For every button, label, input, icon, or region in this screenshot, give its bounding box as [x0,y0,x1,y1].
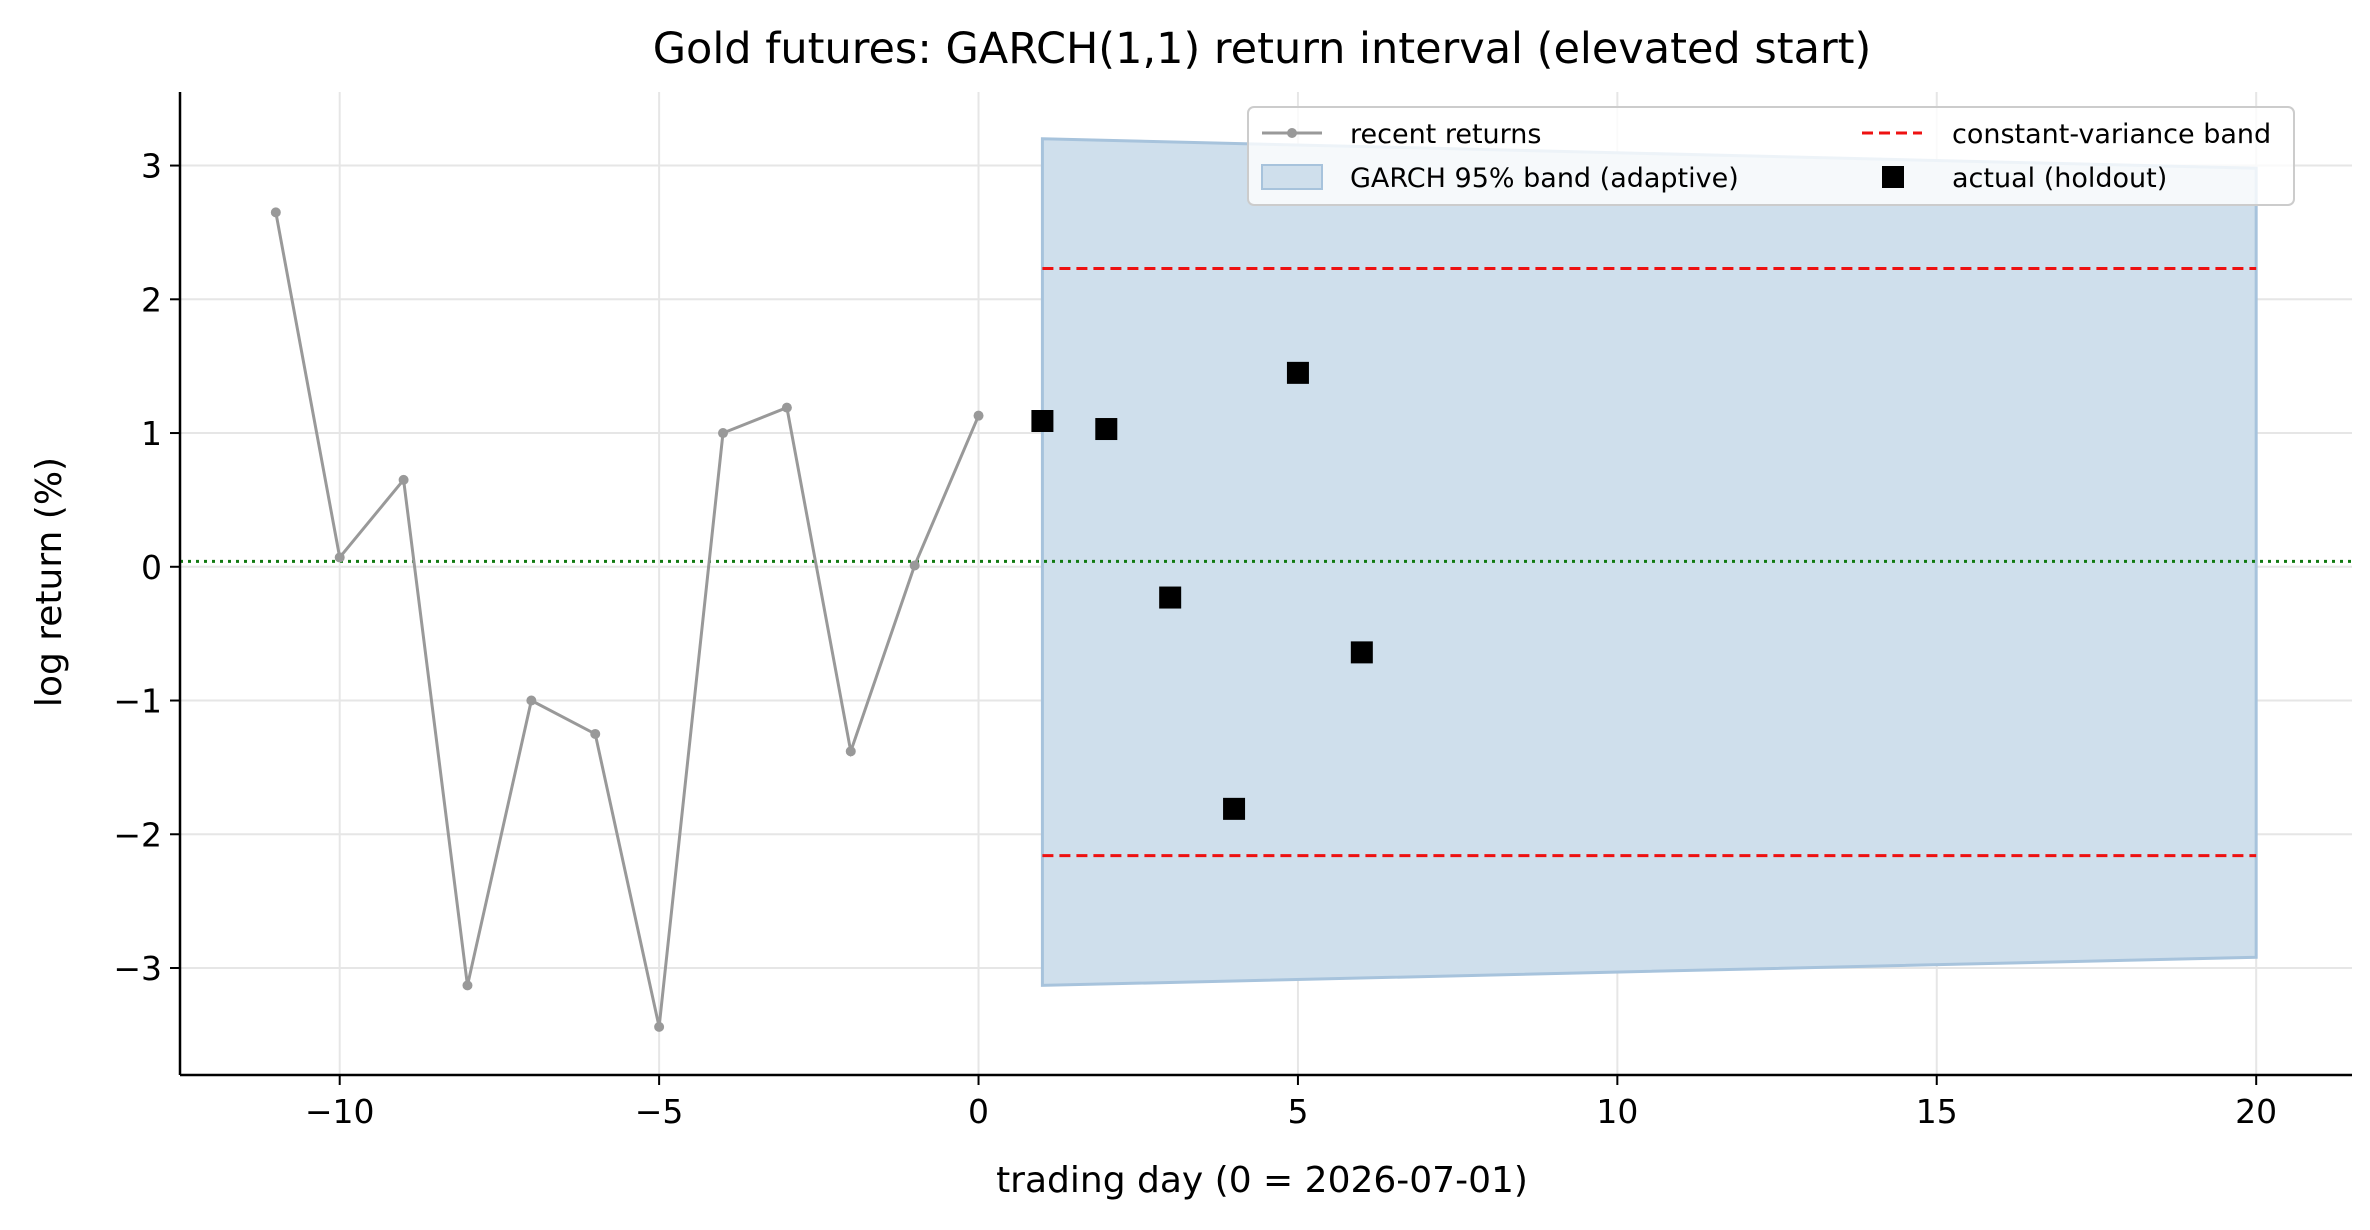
x-tick-label: 10 [1596,1092,1638,1131]
recent-return-point [462,980,473,991]
y-axis-label: log return (%) [29,457,70,707]
holdout-points [1031,361,1373,820]
recent-return-point [526,695,537,706]
y-tick-labels: 3 2 1 0 −1 −2 −3 [113,147,162,988]
x-tick-label: −5 [635,1092,684,1131]
holdout-point [1286,361,1309,384]
legend-label-recent: recent returns [1350,119,1541,150]
garch-band [1040,137,2258,987]
recent-return-point [909,560,920,571]
recent-returns-series [270,207,984,1032]
x-axis-label: trading day (0 = 2026-07-01) [996,1160,1528,1201]
y-tick-label: 2 [141,280,162,319]
y-tick-label: 0 [141,548,162,587]
recent-return-point [654,1021,665,1032]
recent-returns-line [274,212,980,1028]
holdout-point [1095,418,1118,441]
legend: recent returns GARCH 95% band (adaptive) c… [1247,106,2295,206]
recent-return-point [845,746,856,757]
legend-swatch-band [1261,164,1323,190]
recent-return-point [334,552,345,563]
legend-swatch-holdout [1882,166,1904,188]
x-tick-label: 20 [2235,1092,2277,1131]
x-tick-label: 5 [1287,1092,1308,1131]
holdout-point [1159,586,1182,609]
y-tick-label: −2 [113,815,162,854]
y-tick-label: −1 [113,682,162,721]
y-tick-label: −3 [113,949,162,988]
holdout-point [1223,797,1246,820]
legend-marker-recent [1287,128,1297,138]
x-tick-label: −10 [305,1092,375,1131]
garch-band-area [1040,137,2258,987]
legend-label-holdout: actual (holdout) [1952,163,2167,194]
x-tick-labels: −10 −5 0 5 10 15 20 [305,1092,2277,1131]
holdout-point [1350,641,1373,664]
y-tick-label: 3 [141,147,162,186]
recent-return-point [973,410,984,421]
holdout-point [1031,410,1054,433]
legend-label-band: GARCH 95% band (adaptive) [1350,163,1739,194]
legend-label-cv: constant-variance band [1952,119,2271,150]
recent-return-point [398,474,409,485]
recent-return-point [270,207,281,218]
x-tick-label: 0 [968,1092,989,1131]
recent-return-point [781,402,792,413]
y-tick-label: 1 [141,414,162,453]
constant-variance-band [1042,267,2257,858]
axes [170,92,2352,1085]
chart-title: Gold futures: GARCH(1,1) return interval… [653,24,1872,74]
legend-box [1247,106,2295,206]
recent-return-point [718,428,728,439]
recent-return-point [590,728,601,739]
x-tick-label: 15 [1916,1092,1958,1131]
